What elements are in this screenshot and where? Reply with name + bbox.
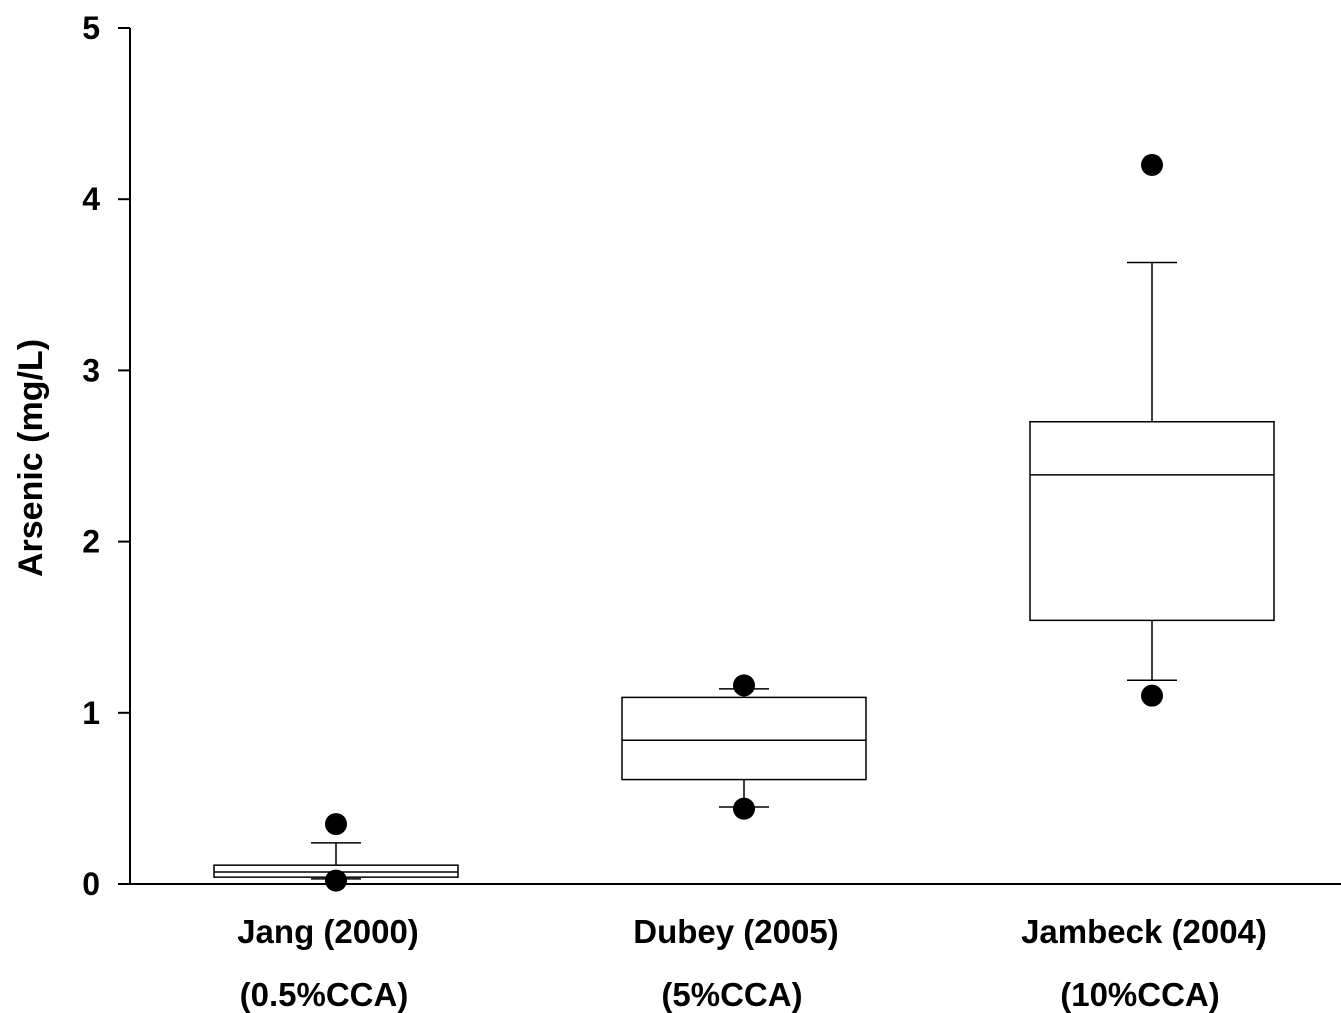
- x-category-label: Jambeck (2004): [1021, 913, 1267, 950]
- x-category-label: Dubey (2005): [633, 913, 838, 950]
- x-category-sublabel: (10%CCA): [1060, 976, 1220, 1013]
- box-plot-group: [213, 813, 459, 892]
- x-category-sublabel: (0.5%CCA): [240, 976, 409, 1013]
- iqr-box: [1029, 421, 1275, 622]
- outlier-point: [325, 869, 347, 892]
- outlier-point: [1141, 153, 1163, 176]
- outlier-point: [733, 674, 755, 697]
- box-plot-group: [621, 674, 867, 820]
- x-category-sublabel: (5%CCA): [661, 976, 802, 1013]
- outlier-point: [325, 813, 347, 836]
- y-tick-label: 2: [82, 524, 100, 560]
- y-axis-title: Arsenic (mg/L): [12, 339, 50, 577]
- y-tick-label: 3: [82, 352, 100, 388]
- outlier-point: [733, 797, 755, 820]
- iqr-box: [621, 696, 867, 781]
- x-category-label: Jang (2000): [237, 913, 419, 950]
- y-tick-label: 0: [82, 866, 100, 902]
- y-tick-label: 5: [82, 10, 100, 46]
- outlier-point: [1141, 684, 1163, 707]
- y-tick-label: 4: [82, 181, 100, 217]
- y-tick-label: 1: [82, 695, 100, 731]
- box-plot-group: [1029, 153, 1275, 707]
